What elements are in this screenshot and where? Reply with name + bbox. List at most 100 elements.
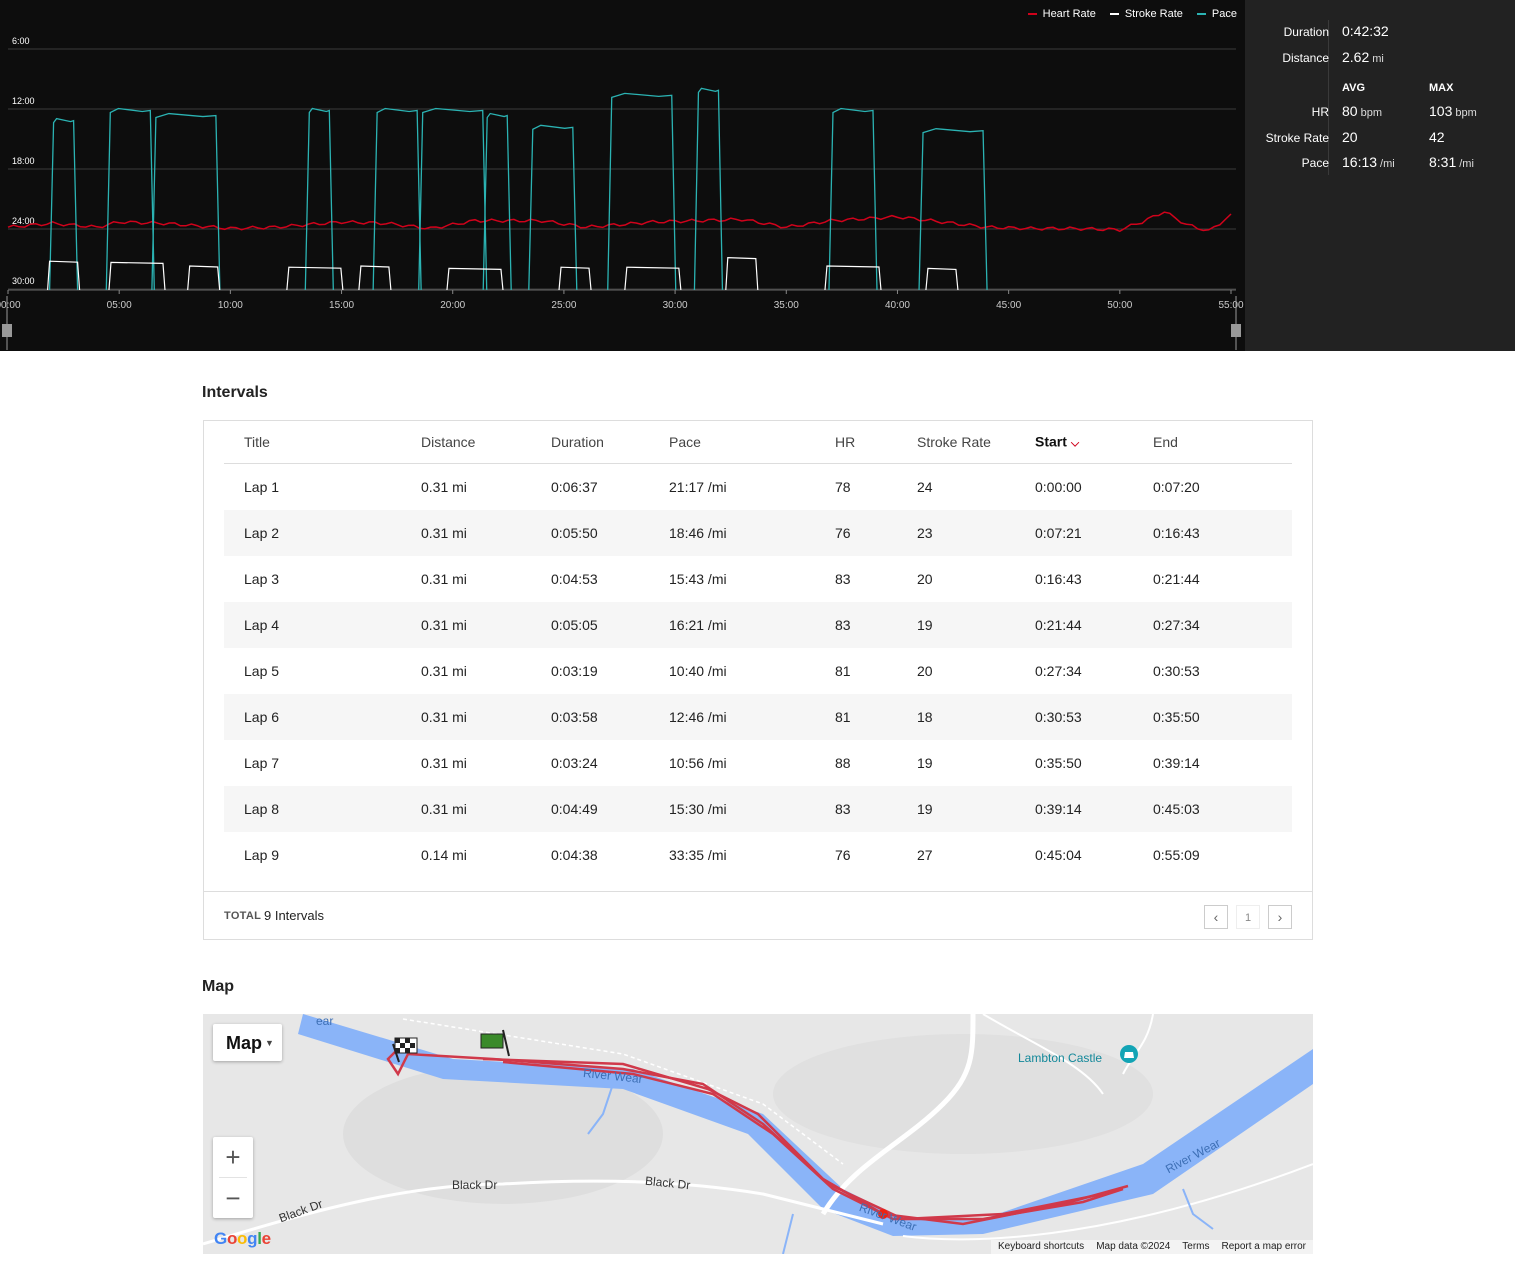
stream: [1182, 1188, 1214, 1230]
total-value: 9 Intervals: [264, 908, 324, 923]
cell-pace: 12:46 /mi: [669, 709, 727, 725]
cell-hr: 83: [835, 801, 851, 817]
header-duration[interactable]: Duration: [551, 434, 604, 450]
x-tick-label: 30:00: [663, 300, 688, 311]
x-tick-label: 55:00: [1218, 300, 1243, 311]
header-distance[interactable]: Distance: [421, 434, 476, 450]
map-data-text: Map data ©2024: [1096, 1241, 1171, 1252]
duration-row: Duration 0:42:32: [1245, 22, 1515, 42]
hr-max-number: 103: [1429, 103, 1453, 119]
chart-legend: Heart Rate Stroke Rate Pace: [1027, 8, 1237, 20]
table-row[interactable]: Lap 4 0.31 mi 0:05:05 16:21 /mi 83 19 0:21:44 0…: [224, 602, 1292, 648]
cell-title: Lap 2: [244, 525, 280, 541]
stroke-rate-line-segment: [446, 267, 504, 291]
stroke-rate-line-segment: [725, 256, 759, 291]
hr-unit: bpm: [1455, 107, 1477, 119]
pace-line-segment: [372, 107, 422, 291]
cell-pace: 15:43 /mi: [669, 571, 727, 587]
cell-duration: 0:04:53: [551, 571, 598, 587]
cell-distance: 0.31 mi: [421, 525, 467, 541]
distance-number: 2.62: [1342, 49, 1370, 65]
cell-start: 0:00:00: [1035, 479, 1082, 495]
page-number[interactable]: 1: [1236, 905, 1260, 929]
google-logo[interactable]: Google: [214, 1229, 271, 1248]
x-tick-label: 35:00: [774, 300, 799, 311]
cell-start: 0:30:53: [1035, 709, 1082, 725]
cell-distance: 0.31 mi: [421, 479, 467, 495]
cell-distance: 0.31 mi: [421, 709, 467, 725]
table-row[interactable]: Lap 5 0.31 mi 0:03:19 10:40 /mi 81 20 0:27:34 0…: [224, 648, 1292, 694]
header-start-label: Start: [1035, 433, 1067, 450]
cell-hr: 88: [835, 755, 851, 771]
header-title[interactable]: Title: [244, 434, 270, 450]
cell-end: 0:35:50: [1153, 709, 1200, 725]
cell-stroke-rate: 18: [917, 709, 933, 725]
zoom-divider: [219, 1177, 247, 1178]
header-hr[interactable]: HR: [835, 434, 856, 450]
cell-hr: 78: [835, 479, 851, 495]
intervals-title: Intervals: [202, 384, 268, 401]
route-map[interactable]: ear River Wear River Wear River Wear Lam…: [203, 1014, 1313, 1254]
zoom-out-button[interactable]: −: [225, 1183, 241, 1213]
range-start-handle[interactable]: [2, 296, 12, 350]
stroke-rate-line-segment: [46, 260, 81, 291]
table-row[interactable]: Lap 7 0.31 mi 0:03:24 10:56 /mi 88 19 0:35:50 0…: [224, 740, 1292, 786]
stream: [587, 1083, 614, 1135]
map-canvas[interactable]: [203, 1014, 1313, 1254]
cell-start: 0:16:43: [1035, 571, 1082, 587]
stroke-rate-row: Stroke Rate 20 42: [1245, 128, 1515, 148]
range-end-handle[interactable]: [1231, 296, 1241, 350]
pace-line-segment: [918, 128, 988, 291]
pace-line-segment: [828, 107, 878, 291]
cell-pace: 18:46 /mi: [669, 525, 727, 541]
hr-max: 103 bpm: [1429, 103, 1477, 119]
keyboard-shortcuts-link[interactable]: Keyboard shortcuts: [998, 1241, 1085, 1252]
road: [902, 1163, 1313, 1241]
cell-title: Lap 9: [244, 847, 280, 863]
report-error-link[interactable]: Report a map error: [1221, 1241, 1306, 1252]
stroke-rate-line-segment: [558, 266, 592, 291]
map-type-button[interactable]: Map ▼: [213, 1024, 282, 1061]
header-stroke-rate[interactable]: Stroke Rate: [917, 434, 991, 450]
cell-distance: 0.31 mi: [421, 663, 467, 679]
cell-pace: 10:56 /mi: [669, 755, 727, 771]
cell-pace: 15:30 /mi: [669, 801, 727, 817]
y-tick-label: 6:00: [12, 36, 30, 46]
pace-line-segment: [105, 107, 155, 291]
cell-distance: 0.31 mi: [421, 801, 467, 817]
activity-chart[interactable]: 6:00 12:00 18:00 24:00 30:00 00:00 05:00 10:00…: [0, 0, 1245, 351]
legend-stroke-rate[interactable]: Stroke Rate: [1109, 8, 1183, 20]
next-page-button[interactable]: ›: [1268, 905, 1292, 929]
cell-hr: 76: [835, 525, 851, 541]
table-row[interactable]: Lap 8 0.31 mi 0:04:49 15:30 /mi 83 19 0:39:14 0…: [224, 786, 1292, 832]
cell-start: 0:45:04: [1035, 847, 1082, 863]
table-row[interactable]: Lap 9 0.14 mi 0:04:38 33:35 /mi 76 27 0:45:04 0…: [224, 832, 1292, 878]
legend-heart-rate[interactable]: Heart Rate: [1027, 8, 1096, 20]
handle-grip: [2, 324, 12, 337]
table-row[interactable]: Lap 3 0.31 mi 0:04:53 15:43 /mi 83 20 0:16:43 0…: [224, 556, 1292, 602]
table-footer: TOTAL 9 Intervals ‹ 1 ›: [204, 891, 1312, 940]
cell-pace: 21:17 /mi: [669, 479, 727, 495]
header-pace[interactable]: Pace: [669, 434, 701, 450]
x-tick-label: 05:00: [107, 300, 132, 311]
header-end[interactable]: End: [1153, 434, 1178, 450]
river-wear: [298, 1014, 1313, 1236]
legend-pace[interactable]: Pace: [1196, 8, 1237, 20]
terms-link[interactable]: Terms: [1182, 1241, 1210, 1252]
table-row[interactable]: Lap 2 0.31 mi 0:05:50 18:46 /mi 76 23 0:07:21 0…: [224, 510, 1292, 556]
cell-hr: 83: [835, 617, 851, 633]
legend-label: Stroke Rate: [1124, 8, 1183, 20]
landmark-label[interactable]: Lambton Castle: [1018, 1051, 1103, 1065]
zoom-in-button[interactable]: +: [225, 1142, 241, 1172]
cell-stroke-rate: 27: [917, 847, 933, 863]
cell-distance: 0.31 mi: [421, 755, 467, 771]
y-tick-label: 12:00: [12, 96, 35, 106]
table-row[interactable]: Lap 6 0.31 mi 0:03:58 12:46 /mi 81 18 0:30:53 0…: [224, 694, 1292, 740]
stats-panel: Duration 0:42:32 Distance 2.62 mi AVG MAX…: [1245, 0, 1515, 351]
map-type-label: Map: [226, 1033, 262, 1053]
header-start[interactable]: Start ⌵: [1035, 434, 1079, 451]
chart-canvas[interactable]: 6:00 12:00 18:00 24:00 30:00 00:00 05:00 10:00…: [0, 0, 1245, 351]
prev-page-button[interactable]: ‹: [1204, 905, 1228, 929]
cell-pace: 33:35 /mi: [669, 847, 727, 863]
table-row[interactable]: Lap 1 0.31 mi 0:06:37 21:17 /mi 78 24 0:00:00 0…: [224, 464, 1292, 510]
